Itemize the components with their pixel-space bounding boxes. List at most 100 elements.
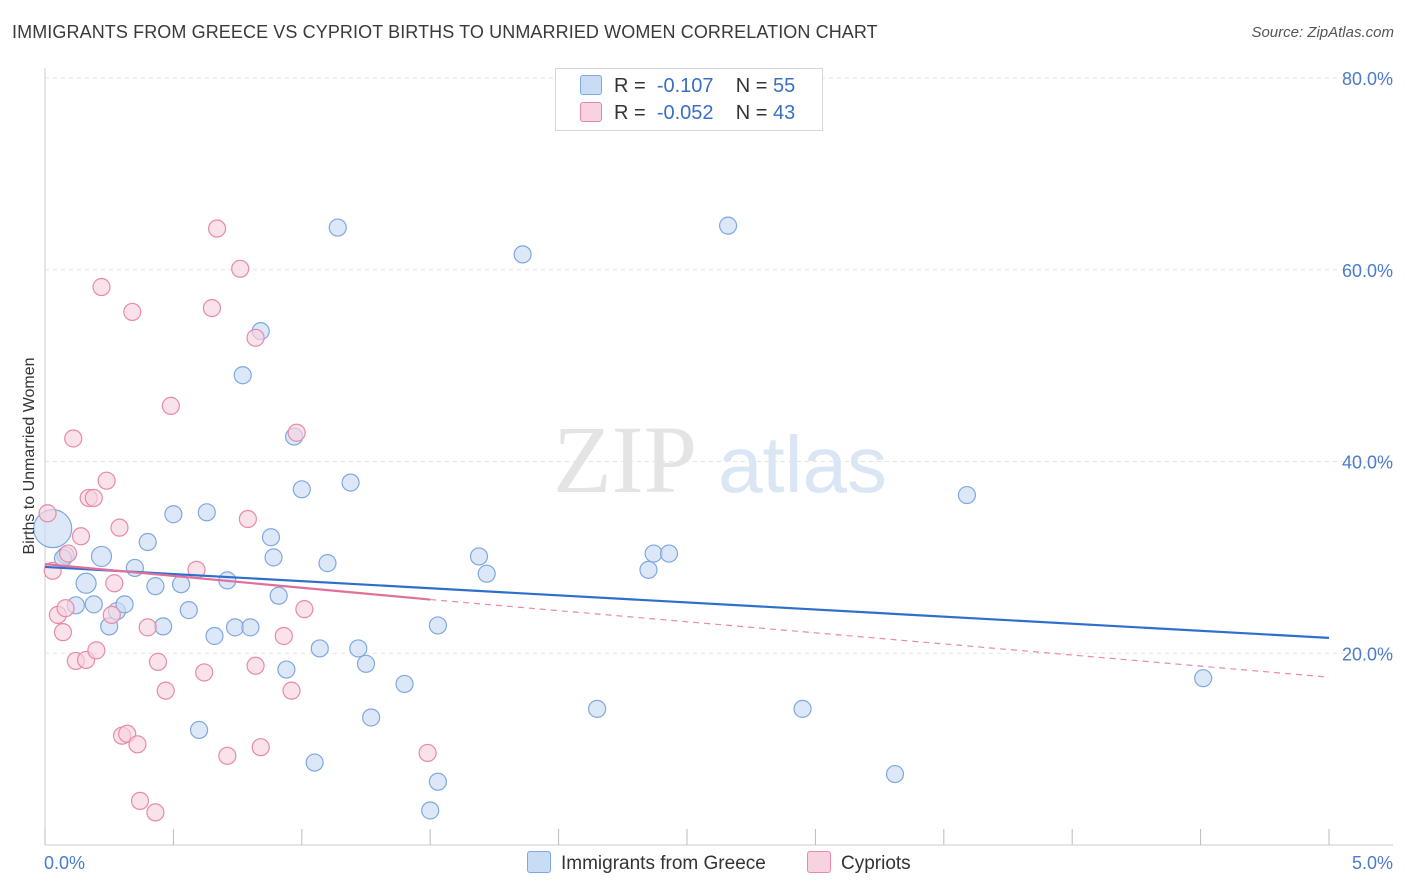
series-legend-swatch-cypriots xyxy=(807,851,831,873)
point-cypriots xyxy=(130,791,150,810)
data-points xyxy=(33,216,1213,822)
series-legend-label: Immigrants from Greece xyxy=(561,853,766,874)
y-tick-label: 40.0% xyxy=(1342,453,1393,473)
point-greece xyxy=(885,764,905,784)
axes xyxy=(44,68,1393,846)
x-tick-label-max: 5.0% xyxy=(1352,853,1393,873)
point-greece xyxy=(305,753,324,772)
legend-swatch-cypriots xyxy=(580,102,602,122)
point-cypriots xyxy=(59,544,78,563)
point-cypriots xyxy=(123,302,142,322)
point-cypriots xyxy=(146,803,165,822)
point-cypriots xyxy=(282,681,301,700)
point-greece xyxy=(421,801,440,820)
legend-swatch-greece xyxy=(580,75,602,95)
point-cypriots xyxy=(84,488,103,508)
point-greece xyxy=(349,639,368,658)
legend-n-label: N = xyxy=(735,75,768,97)
point-cypriots xyxy=(418,743,437,763)
point-cypriots xyxy=(274,626,293,646)
point-greece xyxy=(395,674,414,694)
point-greece xyxy=(189,720,209,740)
trend-lines xyxy=(44,562,1330,678)
point-greece xyxy=(644,544,663,563)
legend-n-value: 43 xyxy=(773,102,796,124)
point-greece xyxy=(793,699,812,718)
point-cypriots xyxy=(251,738,270,757)
point-cypriots xyxy=(87,641,106,660)
point-cypriots xyxy=(64,429,83,448)
point-greece xyxy=(957,485,977,505)
point-cypriots xyxy=(138,618,157,637)
point-greece xyxy=(341,473,360,492)
watermark-zip: ZIP xyxy=(553,406,697,513)
point-greece xyxy=(356,654,376,673)
point-greece xyxy=(264,548,283,567)
point-cypriots xyxy=(218,746,237,765)
series-legend-label: Cypriots xyxy=(841,853,911,874)
point-greece xyxy=(659,544,679,563)
x-tick-label-min: 0.0% xyxy=(44,853,85,873)
point-greece xyxy=(261,528,281,547)
point-greece xyxy=(428,616,448,635)
point-cypriots xyxy=(53,623,73,642)
legend-n-label: N = xyxy=(735,102,768,124)
watermark-atlas: atlas xyxy=(718,420,887,509)
trend-line-greece xyxy=(44,565,1330,640)
point-greece xyxy=(115,595,134,614)
y-tick-label: 80.0% xyxy=(1342,69,1393,89)
point-greece xyxy=(154,617,173,636)
series-legend-greece: Immigrants from Greece xyxy=(527,851,766,875)
point-greece xyxy=(328,218,347,237)
point-cypriots xyxy=(128,735,147,754)
point-cypriots xyxy=(246,328,265,347)
point-greece xyxy=(513,245,532,264)
legend-n-value: 55 xyxy=(773,75,796,97)
point-cypriots xyxy=(287,423,306,442)
point-greece xyxy=(428,772,448,791)
point-cypriots xyxy=(231,259,250,278)
point-greece xyxy=(197,503,216,522)
point-cypriots xyxy=(92,277,111,297)
point-cypriots xyxy=(195,663,214,682)
correlation-legend: R = -0.107 N = 55 R = -0.052 N = 43 xyxy=(555,68,823,131)
point-greece xyxy=(164,505,183,524)
point-greece xyxy=(292,480,311,499)
point-greece xyxy=(179,601,198,620)
point-greece xyxy=(1194,669,1213,688)
point-greece xyxy=(588,699,607,718)
series-legend-cypriots: Cypriots xyxy=(807,851,911,875)
point-greece xyxy=(84,595,103,614)
point-greece xyxy=(146,577,165,596)
point-cypriots xyxy=(238,509,257,529)
watermark: ZIP atlas xyxy=(553,406,887,513)
point-cypriots xyxy=(295,600,314,619)
source-label: Source: ZipAtlas.com xyxy=(1251,24,1394,41)
x-ticks xyxy=(44,829,1330,845)
point-cypriots xyxy=(102,605,121,625)
point-greece xyxy=(362,708,381,727)
point-cypriots xyxy=(207,219,227,238)
chart-title: IMMIGRANTS FROM GREECE VS CYPRIOT BIRTHS… xyxy=(12,22,878,42)
point-greece xyxy=(310,639,329,658)
point-greece xyxy=(718,216,738,235)
point-greece xyxy=(225,618,245,637)
point-greece xyxy=(469,547,489,566)
grid-lines xyxy=(45,77,1393,654)
legend-r-label: R = xyxy=(614,75,646,97)
point-greece xyxy=(477,564,496,583)
point-cypriots xyxy=(202,299,222,318)
legend-r-value: -0.052 xyxy=(656,102,714,124)
point-greece xyxy=(90,545,113,568)
point-greece xyxy=(205,626,224,646)
point-greece xyxy=(233,366,252,385)
point-cypriots xyxy=(156,681,175,700)
y-tick-label: 60.0% xyxy=(1342,261,1393,281)
trend-line-cypriots xyxy=(44,562,431,601)
point-greece xyxy=(277,660,296,679)
point-greece xyxy=(269,586,288,605)
series-legend-swatch-greece xyxy=(527,851,551,873)
point-cypriots xyxy=(56,599,75,618)
legend-row-cypriots: R = -0.052 N = 43 xyxy=(580,102,795,126)
